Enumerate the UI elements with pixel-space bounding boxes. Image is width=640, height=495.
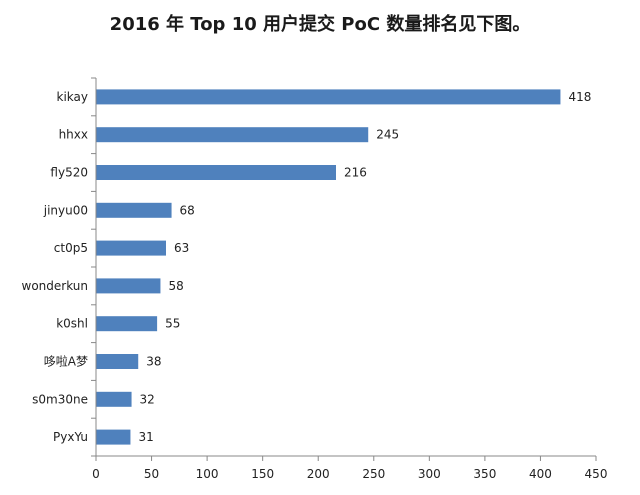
bar-2 bbox=[96, 165, 336, 180]
value-label-5: 58 bbox=[168, 279, 183, 293]
category-label-6: k0shl bbox=[56, 317, 88, 331]
x-tick-label-9: 450 bbox=[585, 467, 608, 481]
x-tick-label-5: 250 bbox=[362, 467, 385, 481]
value-label-7: 38 bbox=[146, 355, 161, 369]
value-label-6: 55 bbox=[165, 317, 180, 331]
value-label-3: 68 bbox=[180, 203, 195, 217]
category-label-4: ct0p5 bbox=[54, 241, 88, 255]
bars-group bbox=[96, 89, 561, 445]
axes: 0 50 100 150 200 250 300 350 400 450 bbox=[91, 77, 608, 481]
x-tick-label-7: 350 bbox=[473, 467, 496, 481]
value-label-2: 216 bbox=[344, 166, 367, 180]
bar-3 bbox=[96, 202, 172, 218]
value-label-0: 418 bbox=[568, 90, 591, 104]
bar-7 bbox=[96, 354, 139, 369]
category-label-2: fly520 bbox=[50, 166, 88, 180]
bar-8 bbox=[96, 391, 132, 407]
x-tick-label-8: 400 bbox=[529, 467, 552, 481]
category-label-1: hhxx bbox=[59, 128, 88, 142]
bar-0 bbox=[96, 89, 561, 105]
category-labels: kikay hhxx fly520 jinyu00 ct0p5 wonderkun k0sh… bbox=[22, 90, 89, 444]
x-tick-label-1: 50 bbox=[144, 467, 159, 481]
value-label-9: 31 bbox=[138, 430, 153, 444]
bar-9 bbox=[96, 429, 131, 445]
category-label-5: wonderkun bbox=[22, 279, 89, 293]
x-tick-label-3: 150 bbox=[251, 467, 274, 481]
x-tick-label-4: 200 bbox=[307, 467, 330, 481]
bar-1 bbox=[96, 127, 369, 143]
category-label-3: jinyu00 bbox=[43, 203, 88, 217]
bar-5 bbox=[96, 278, 161, 294]
value-label-8: 32 bbox=[140, 392, 155, 406]
x-tick-label-6: 300 bbox=[418, 467, 441, 481]
category-label-8: s0m30ne bbox=[32, 392, 88, 406]
bar-4 bbox=[96, 240, 166, 256]
category-label-0: kikay bbox=[57, 90, 88, 104]
x-tick-label-0: 0 bbox=[92, 467, 100, 481]
x-tick-label-2: 100 bbox=[196, 467, 219, 481]
value-label-1: 245 bbox=[376, 128, 399, 142]
chart-title: 2016 年 Top 10 用户提交 PoC 数量排名见下图。 bbox=[109, 14, 531, 35]
category-label-9: PyxYu bbox=[53, 430, 88, 444]
category-label-7: 哆啦A梦 bbox=[44, 354, 88, 369]
bar-6 bbox=[96, 316, 158, 332]
value-labels: 418 245 216 68 63 58 55 38 32 31 bbox=[138, 90, 591, 444]
value-label-4: 63 bbox=[174, 241, 189, 255]
